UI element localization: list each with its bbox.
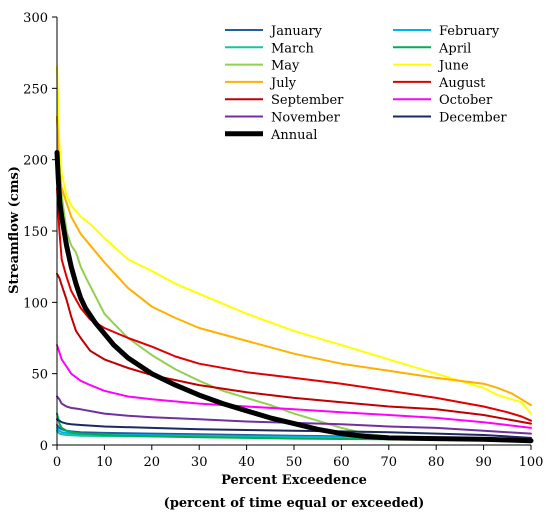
legend-label-december: December	[439, 111, 507, 126]
legend-label-march: March	[271, 41, 315, 56]
x-tick-label: 50	[286, 455, 303, 470]
x-tick-label: 20	[144, 455, 161, 470]
x-tick-label: 60	[333, 455, 350, 470]
series-line-june	[56, 65, 532, 415]
x-tick-label: 70	[381, 455, 398, 470]
series-line-july	[56, 115, 532, 407]
x-tick-label: 40	[238, 455, 255, 470]
legend-label-august: August	[438, 76, 486, 91]
y-tick-label: 0	[40, 439, 48, 454]
legend-label-june: June	[437, 59, 469, 74]
legend-label-february: February	[439, 24, 500, 39]
series-layer	[54, 65, 534, 444]
legend-label-july: July	[269, 76, 297, 91]
legend: January February March April May June July Augu…	[225, 24, 507, 143]
series-line-september	[56, 272, 532, 425]
y-tick-label: 200	[23, 154, 48, 169]
x-tick-label: 100	[519, 455, 544, 470]
x-tick-label: 90	[475, 455, 492, 470]
x-axis-title: Percent Exceedence	[221, 473, 367, 488]
series-line-november	[56, 395, 532, 435]
x-axis-subtitle: (percent of time equal or exceeded)	[164, 496, 425, 511]
legend-label-october: October	[439, 93, 493, 108]
x-tick-label: 80	[428, 455, 445, 470]
axes-layer: 0 50 100 150 200 250 300 0 10 20 30 40 50 60 70 80 90 100	[23, 11, 543, 470]
y-tick-label: 150	[23, 225, 48, 240]
series-line-annual	[54, 150, 534, 444]
y-axis-title: Streamflow (cms)	[7, 166, 22, 294]
legend-label-april: April	[438, 41, 471, 56]
series-line-december	[56, 418, 532, 439]
legend-label-january: January	[269, 24, 323, 39]
legend-label-may: May	[271, 59, 300, 74]
y-tick-label: 100	[23, 296, 48, 311]
x-tick-label: 10	[96, 455, 113, 470]
series-line-august	[56, 187, 532, 422]
y-tick-label: 50	[31, 368, 48, 383]
y-tick-label: 250	[23, 82, 48, 97]
series-line-may	[56, 115, 532, 442]
legend-label-annual: Annual	[270, 128, 317, 143]
y-tick-label: 300	[23, 11, 48, 26]
legend-label-november: November	[271, 111, 341, 126]
x-tick-label: 0	[53, 455, 61, 470]
series-line-october	[56, 344, 532, 429]
legend-label-september: September	[271, 93, 344, 108]
x-tick-label: 30	[191, 455, 208, 470]
